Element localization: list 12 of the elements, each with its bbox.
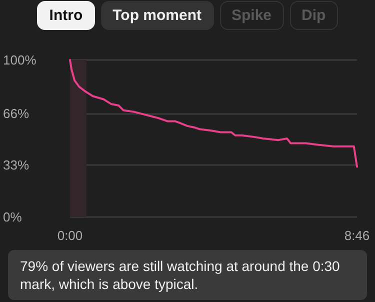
text: Intro xyxy=(37,1,95,30)
y-tick-label: 100% xyxy=(3,52,37,68)
text: Top moment xyxy=(100,1,214,30)
text: Spike xyxy=(220,1,284,30)
text: 79% of viewers are still watching at around the 0:30 mark, which is above typical. xyxy=(8,250,367,300)
x-tick-label: 8:46 xyxy=(344,228,370,243)
line-series xyxy=(69,59,358,168)
y-tick-label: 66% xyxy=(3,106,30,121)
y-tick-label: 33% xyxy=(3,158,30,173)
x-tick-label: 0:00 xyxy=(57,228,83,243)
y-tick-label: 0% xyxy=(3,210,22,224)
text: Dip xyxy=(290,1,338,30)
